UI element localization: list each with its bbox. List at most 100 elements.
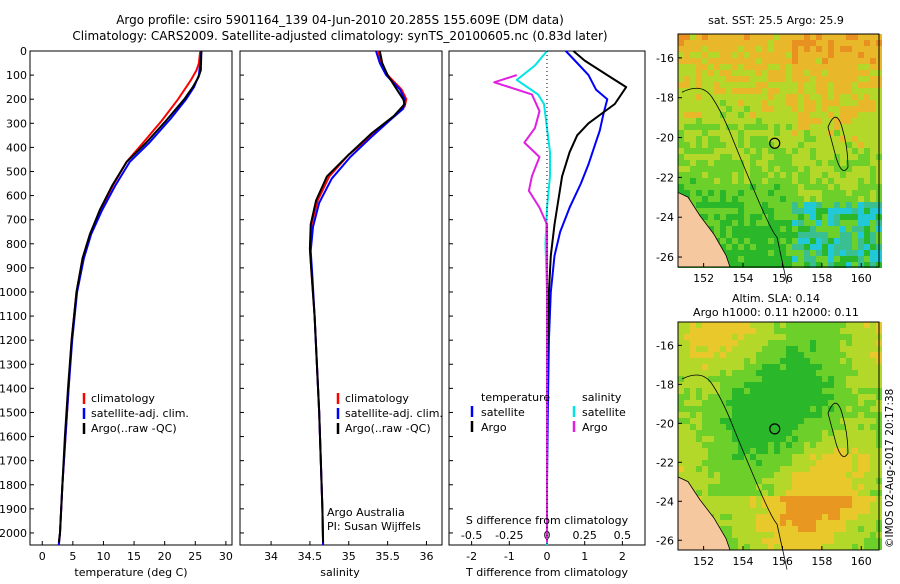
- map-cell: [810, 454, 816, 460]
- map-cell: [864, 52, 870, 58]
- map-cell: [852, 328, 858, 334]
- map-cell: [774, 376, 780, 382]
- map-cell: [678, 154, 684, 160]
- map-cell: [678, 34, 684, 40]
- map-cell: [822, 136, 828, 142]
- map-cell: [720, 370, 726, 376]
- map-cell: [834, 112, 840, 118]
- map-cell: [684, 160, 690, 166]
- map-cell: [822, 148, 828, 154]
- map-cell: [804, 118, 810, 124]
- map-cell: [684, 346, 690, 352]
- map-cell: [738, 376, 744, 382]
- map-cell: [696, 412, 702, 418]
- map-cell: [696, 52, 702, 58]
- map-cell: [774, 124, 780, 130]
- map-cell: [678, 418, 684, 424]
- map-cell: [744, 532, 750, 538]
- map-cell: [840, 514, 846, 520]
- map-cell: [732, 118, 738, 124]
- map-cell: [858, 334, 864, 340]
- map-cell: [828, 154, 834, 160]
- map-cell: [756, 88, 762, 94]
- map-cell: [834, 442, 840, 448]
- map-cell: [780, 388, 786, 394]
- map-cell: [774, 64, 780, 70]
- map-cell: [768, 376, 774, 382]
- map-cell: [828, 424, 834, 430]
- map-cell: [732, 208, 738, 214]
- map-cell: [726, 466, 732, 472]
- map-cell: [762, 208, 768, 214]
- map-cell: [744, 418, 750, 424]
- map-cell: [840, 460, 846, 466]
- map-cell: [732, 508, 738, 514]
- map-cell: [738, 538, 744, 544]
- map-cell: [846, 244, 852, 250]
- map-cell: [810, 82, 816, 88]
- map-cell: [816, 118, 822, 124]
- map-cell: [792, 400, 798, 406]
- map-cell: [786, 52, 792, 58]
- map-cell: [684, 448, 690, 454]
- map-cell: [822, 424, 828, 430]
- map-cell: [864, 322, 870, 328]
- map-cell: [750, 526, 756, 532]
- map-cell: [762, 166, 768, 172]
- map-cell: [804, 58, 810, 64]
- map-cell: [678, 412, 684, 418]
- map-cell: [822, 340, 828, 346]
- map-cell: [870, 208, 876, 214]
- map-cell: [822, 166, 828, 172]
- map-cell: [786, 232, 792, 238]
- map-cell: [840, 64, 846, 70]
- map-cell: [690, 124, 696, 130]
- map-cell: [858, 148, 864, 154]
- map-cell: [726, 382, 732, 388]
- map-cell: [744, 184, 750, 190]
- map-cell: [768, 520, 774, 526]
- map-cell: [870, 52, 876, 58]
- map-cell: [738, 214, 744, 220]
- map-cell: [732, 376, 738, 382]
- map-cell: [732, 178, 738, 184]
- map-cell: [738, 346, 744, 352]
- map-cell: [774, 478, 780, 484]
- map-cell: [810, 130, 816, 136]
- map-cell: [852, 220, 858, 226]
- map-cell: [726, 190, 732, 196]
- map-cell: [852, 244, 858, 250]
- map-cell: [756, 466, 762, 472]
- map-cell: [858, 244, 864, 250]
- depth-tick-label: 100: [6, 69, 27, 82]
- map-cell: [768, 40, 774, 46]
- map-cell: [756, 502, 762, 508]
- map-cell: [690, 160, 696, 166]
- map-cell: [774, 466, 780, 472]
- map-cell: [804, 52, 810, 58]
- map-cell: [744, 226, 750, 232]
- map-cell: [714, 442, 720, 448]
- map-cell: [744, 454, 750, 460]
- map-x-tick-label: 160: [851, 555, 872, 568]
- map-cell: [864, 142, 870, 148]
- map-cell: [732, 100, 738, 106]
- map-cell: [696, 184, 702, 190]
- map-cell: [852, 226, 858, 232]
- map-cell: [804, 352, 810, 358]
- map-cell: [756, 358, 762, 364]
- map-cell: [678, 94, 684, 100]
- map-cell: [738, 100, 744, 106]
- map-cell: [852, 442, 858, 448]
- map-cell: [804, 532, 810, 538]
- map-cell: [846, 496, 852, 502]
- map-cell: [732, 88, 738, 94]
- map-cell: [834, 64, 840, 70]
- map-cell: [774, 40, 780, 46]
- map-cell: [846, 40, 852, 46]
- map-cell: [684, 190, 690, 196]
- map-cell: [738, 334, 744, 340]
- map-cell: [810, 208, 816, 214]
- map-cell: [720, 136, 726, 142]
- map-cell: [834, 208, 840, 214]
